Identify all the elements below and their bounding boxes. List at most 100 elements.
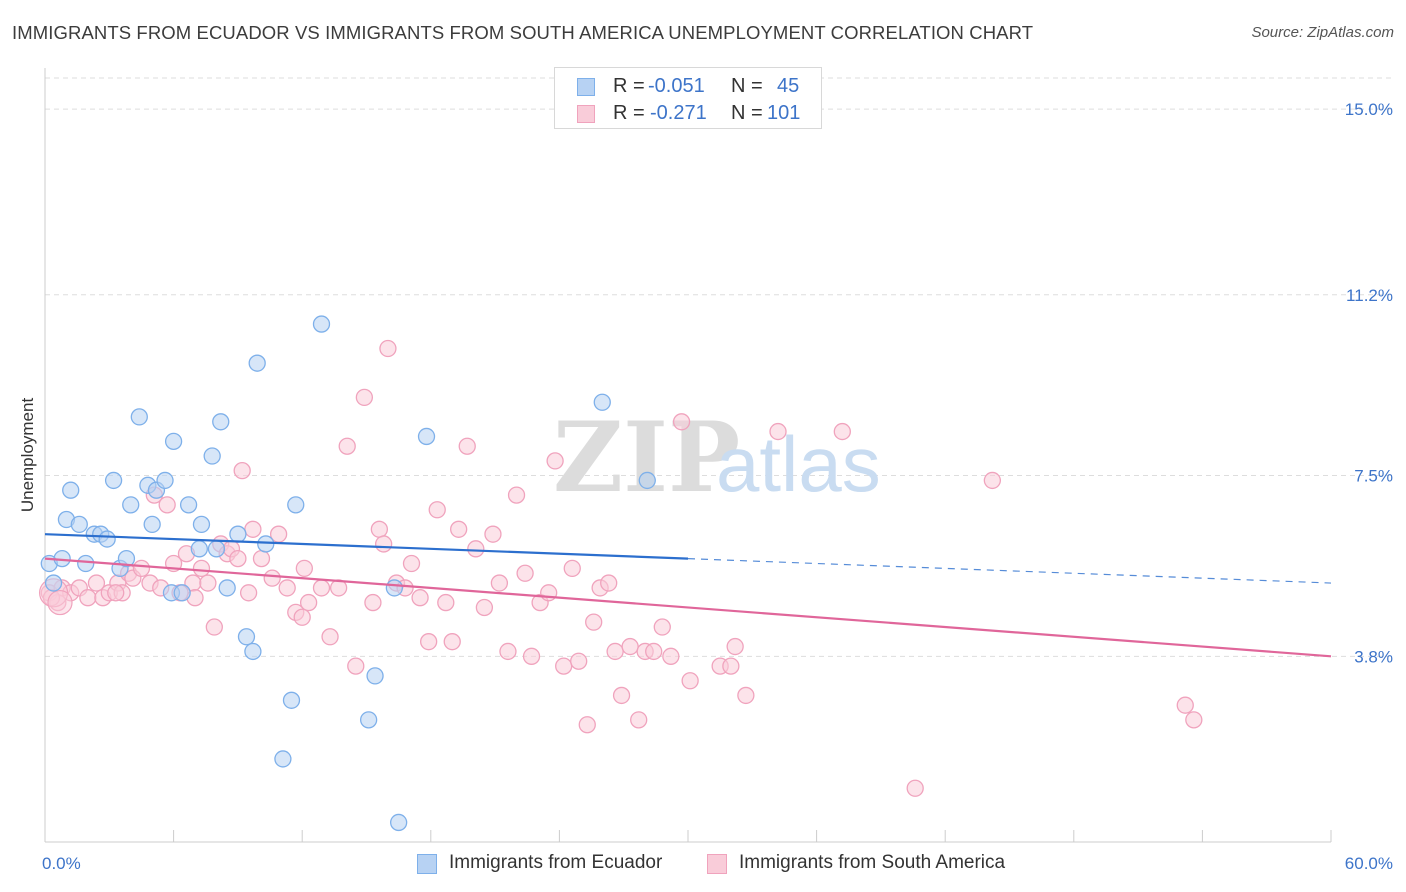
data-point-south-america	[428, 501, 446, 519]
data-point-south-america	[672, 413, 691, 431]
data-point-south-america	[653, 618, 671, 636]
data-point-ecuador	[179, 496, 198, 514]
y-tick-label: 3.8%	[1354, 647, 1393, 666]
chart-source: Source: ZipAtlas.com	[1251, 24, 1394, 41]
data-point-ecuador	[173, 584, 191, 602]
legend-swatch-ecuador	[417, 854, 437, 874]
y-tick-label: 15.0%	[1345, 100, 1393, 119]
data-point-ecuador	[229, 525, 247, 543]
data-point-south-america	[475, 598, 494, 617]
data-point-ecuador	[257, 535, 275, 553]
data-point-south-america	[347, 657, 365, 675]
legend-label-south-america: Immigrants from South America	[739, 852, 1006, 873]
data-point-ecuador	[98, 530, 116, 548]
data-point-ecuador	[385, 579, 404, 597]
data-point-south-america	[420, 633, 438, 651]
data-point-ecuador	[218, 579, 236, 597]
chart-title: IMMIGRANTS FROM ECUADOR VS IMMIGRANTS FR…	[12, 22, 1034, 43]
data-point-ecuador	[244, 642, 262, 661]
data-point-south-america	[546, 452, 564, 470]
data-point-south-america	[312, 579, 331, 597]
data-point-south-america	[244, 520, 262, 538]
data-point-ecuador	[143, 515, 161, 534]
data-point-ecuador	[212, 413, 230, 431]
data-point-ecuador	[156, 471, 174, 490]
data-point-ecuador	[359, 711, 378, 729]
data-point-south-america	[295, 559, 313, 578]
data-point-south-america	[379, 339, 397, 358]
data-point-south-america	[726, 637, 744, 656]
data-point-south-america	[467, 540, 485, 558]
legend-n-label: N =	[731, 102, 763, 124]
data-point-south-america	[411, 589, 429, 607]
watermark-atlas: atlas	[716, 420, 881, 508]
data-point-south-america	[681, 672, 699, 690]
data-point-south-america	[499, 642, 517, 661]
data-point-south-america	[769, 422, 787, 441]
data-point-south-america	[299, 593, 318, 612]
data-point-ecuador	[164, 432, 183, 450]
legend-r-value-ecuador: -0.051	[648, 75, 705, 97]
data-point-south-america	[437, 593, 455, 612]
legend-swatch-ecuador	[577, 78, 595, 96]
data-point-south-america	[1176, 696, 1194, 714]
data-point-south-america	[370, 520, 389, 538]
data-point-south-america	[205, 618, 223, 636]
legend-r-label: R =	[613, 75, 645, 97]
data-point-south-america	[233, 462, 251, 480]
data-point-ecuador	[70, 515, 88, 534]
legend-swatch-south-america	[577, 105, 595, 123]
legend-n-value-south-america: 101	[767, 102, 801, 124]
data-point-south-america	[338, 437, 356, 455]
data-point-ecuador	[192, 515, 211, 534]
data-point-south-america	[983, 471, 1002, 490]
series-legend: Immigrants from Ecuador Immigrants from …	[0, 851, 1406, 881]
data-point-ecuador	[62, 481, 80, 499]
legend-n-value-ecuador: 45	[777, 75, 800, 97]
data-point-south-america	[278, 579, 296, 597]
data-point-south-america	[199, 574, 217, 592]
data-point-ecuador	[190, 540, 208, 558]
data-point-ecuador	[389, 813, 408, 832]
data-point-ecuador	[237, 628, 256, 646]
trend-lines	[44, 533, 1332, 658]
data-point-south-america	[555, 657, 573, 675]
data-point-ecuador	[104, 471, 123, 490]
data-point-south-america	[79, 589, 97, 607]
data-point-south-america	[737, 686, 755, 705]
data-point-south-america	[516, 564, 534, 582]
data-point-south-america	[239, 584, 258, 602]
data-point-south-america	[364, 593, 382, 612]
data-point-ecuador	[44, 574, 63, 592]
trend-line-ecuador	[44, 533, 689, 560]
data-point-south-america	[600, 574, 618, 592]
x-tick-label: 60.0%	[1345, 854, 1393, 873]
data-point-south-america	[507, 486, 526, 504]
data-point-south-america	[402, 554, 421, 573]
y-tick-label: 11.2%	[1346, 286, 1393, 305]
legend-n-label: N =	[731, 75, 763, 97]
data-point-south-america	[229, 549, 247, 568]
data-point-south-america	[321, 628, 339, 646]
data-point-south-america	[490, 574, 509, 592]
data-point-south-america	[612, 686, 631, 705]
data-point-ecuador	[593, 393, 611, 411]
data-point-south-america	[570, 652, 588, 670]
data-point-ecuador	[203, 447, 221, 465]
legend-label-ecuador: Immigrants from Ecuador	[449, 852, 663, 873]
data-point-south-america	[606, 642, 624, 661]
data-point-south-america	[906, 779, 924, 797]
gridlines	[45, 77, 1392, 657]
data-point-south-america	[252, 549, 271, 568]
data-point-ecuador	[248, 354, 266, 372]
x-tick-label: 0.0%	[42, 854, 81, 873]
y-axis-label: Unemployment	[18, 397, 37, 513]
data-point-south-america	[1185, 711, 1203, 729]
data-point-south-america	[585, 613, 603, 631]
legend-swatch-south-america	[707, 854, 727, 874]
data-point-south-america	[645, 642, 663, 661]
tick-labels: 3.8% 7.5% 11.2% 15.0% 0.0% 60.0%	[42, 100, 1393, 873]
data-point-south-america	[563, 559, 581, 578]
